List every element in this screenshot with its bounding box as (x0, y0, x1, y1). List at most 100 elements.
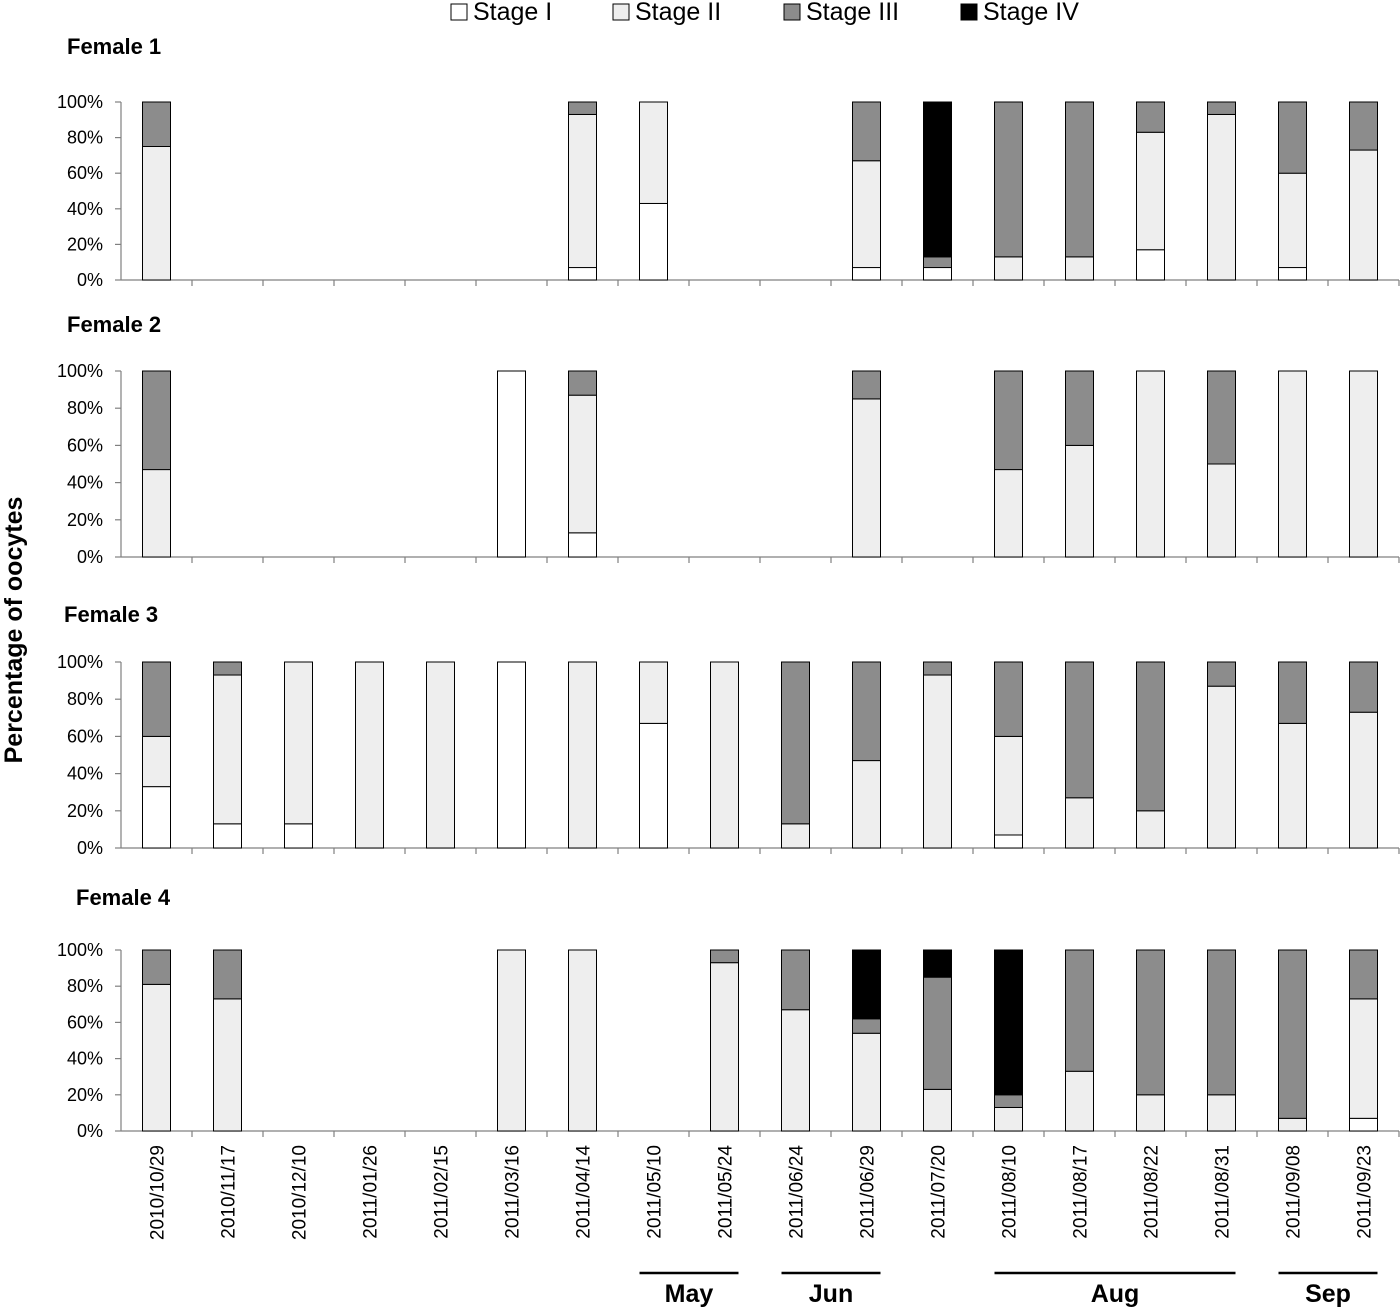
bar-segment-stage-iii (142, 661, 171, 737)
bar-segment-stage-ii (426, 661, 455, 849)
bar-2011-08-10 (994, 949, 1023, 1132)
bar-segment-stage-iii (852, 1018, 881, 1034)
bar-2010-10-29 (142, 370, 171, 558)
bar-2011-08-17 (1065, 661, 1094, 849)
bar-2011-08-17 (1065, 101, 1094, 281)
bar-segment-stage-iv (852, 949, 881, 1020)
month-group-jun: Jun (781, 1271, 881, 1308)
bar-segment-stage-i (639, 202, 668, 281)
bar-2010-11-17 (213, 661, 242, 849)
bar-segment-stage-ii (1207, 113, 1236, 281)
bar-segment-stage-ii (994, 256, 1023, 281)
bar-2011-05-24 (710, 661, 739, 849)
legend: Stage I Stage II Stage III Stage IV (450, 0, 1079, 26)
bar-segment-stage-ii (1065, 797, 1094, 849)
bar-segment-stage-iii (1065, 370, 1094, 446)
bar-segment-stage-ii (355, 661, 384, 849)
bar-segment-stage-iii (1349, 661, 1378, 713)
legend-label-stage-iv: Stage IV (983, 0, 1079, 26)
month-label: Sep (1305, 1280, 1351, 1308)
bar-2011-04-14 (568, 661, 597, 849)
month-group-aug: Aug (994, 1271, 1236, 1308)
bar-2010-12-10 (284, 661, 313, 849)
bar-segment-stage-iii (1065, 101, 1094, 258)
bar-segment-stage-ii (568, 394, 597, 534)
bar-segment-stage-ii (852, 160, 881, 269)
bar-2010-10-29 (142, 661, 171, 849)
bar-segment-stage-ii (568, 113, 597, 269)
panel-title: Female 2 (67, 312, 161, 337)
bar-segment-stage-i (284, 823, 313, 849)
x-tick-label: 2011/06/29 (858, 1145, 879, 1239)
bar-segment-stage-iii (1207, 949, 1236, 1096)
panel-title: Female 4 (76, 885, 171, 910)
x-tick-label: 2011/01/26 (361, 1145, 382, 1239)
panel-female-1: Female 1 0% 20% 40% 60% 80% 100% (57, 34, 1400, 290)
bar-segment-stage-ii (1207, 1094, 1236, 1132)
x-tick-label: 2011/05/24 (716, 1145, 737, 1239)
bar-2011-09-08 (1278, 949, 1307, 1132)
bar-segment-stage-i (923, 267, 952, 281)
bar-segment-stage-ii (1349, 370, 1378, 558)
bar-2011-03-16 (497, 661, 526, 849)
y-tick-label: 100% (57, 92, 103, 112)
x-tick-label: 2011/08/10 (1000, 1145, 1021, 1239)
x-tick-label: 2011/05/10 (645, 1145, 666, 1239)
panel-female-2: Female 2 0% 20% 40% 60% 80% 100% (57, 312, 1400, 567)
panel-female-3: Female 3 0% 20% 40% 60% 80% 100% (57, 602, 1400, 858)
y-tick-label: 60% (67, 1012, 103, 1032)
month-label: May (665, 1280, 714, 1308)
bar-segment-stage-iii (1349, 949, 1378, 1000)
bar-segment-stage-iii (994, 370, 1023, 471)
bar-segment-stage-ii (1136, 1094, 1165, 1132)
x-tick-label: 2011/02/15 (432, 1145, 453, 1239)
bar-segment-stage-ii (852, 1032, 881, 1132)
month-label: Aug (1091, 1280, 1140, 1308)
bar-segment-stage-ii (923, 1088, 952, 1132)
bar-segment-stage-iii (994, 101, 1023, 258)
bar-segment-stage-iii (852, 370, 881, 400)
x-tick-label: 2011/09/23 (1355, 1145, 1376, 1239)
y-tick-label: 0% (77, 547, 103, 567)
bar-segment-stage-ii (852, 398, 881, 558)
bar-2011-08-10 (994, 101, 1023, 281)
bar-2011-09-08 (1278, 370, 1307, 558)
bar-2011-05-10 (639, 661, 668, 849)
bar-segment-stage-iii (710, 949, 739, 964)
bar-segment-stage-iii (213, 949, 242, 1000)
bar-segment-stage-ii (1065, 256, 1094, 281)
bar-2011-08-22 (1136, 661, 1165, 849)
bar-segment-stage-ii (1136, 370, 1165, 558)
x-tick-label: 2010/12/10 (290, 1145, 311, 1240)
x-tick-label: 2011/06/24 (787, 1145, 808, 1239)
bar-2011-04-14 (568, 949, 597, 1132)
legend-item-stage-ii: Stage II (612, 0, 721, 26)
bar-segment-stage-iii (1207, 661, 1236, 687)
month-label: Jun (809, 1280, 853, 1308)
y-tick-label: 20% (67, 510, 103, 530)
bar-2011-08-31 (1207, 370, 1236, 558)
bar-segment-stage-ii (1278, 722, 1307, 849)
bar-segment-stage-iii (923, 661, 952, 676)
bar-2011-06-29 (852, 949, 881, 1132)
bar-segment-stage-ii (1136, 810, 1165, 849)
bar-segment-stage-iii (1278, 101, 1307, 174)
bar-2011-05-24 (710, 949, 739, 1132)
bar-segment-stage-iv (923, 101, 952, 258)
y-tick-label: 100% (57, 361, 103, 381)
bar-2011-08-31 (1207, 949, 1236, 1132)
bar-segment-stage-iii (568, 101, 597, 115)
bar-2011-04-14 (568, 101, 597, 281)
bar-segment-stage-i (1349, 1117, 1378, 1132)
legend-label-stage-i: Stage I (473, 0, 552, 26)
bar-segment-stage-ii (710, 661, 739, 849)
bar-segment-stage-i (497, 370, 526, 558)
bar-segment-stage-ii (497, 949, 526, 1132)
bar-segment-stage-iii (1136, 101, 1165, 133)
bar-2011-08-17 (1065, 370, 1094, 558)
bar-2011-03-16 (497, 370, 526, 558)
legend-label-stage-iii: Stage III (806, 0, 899, 26)
x-axis-labels: 2010/10/29 2010/11/17 2010/12/10 2011/01/26… (148, 1145, 1376, 1241)
bar-segment-stage-iii (923, 976, 952, 1090)
